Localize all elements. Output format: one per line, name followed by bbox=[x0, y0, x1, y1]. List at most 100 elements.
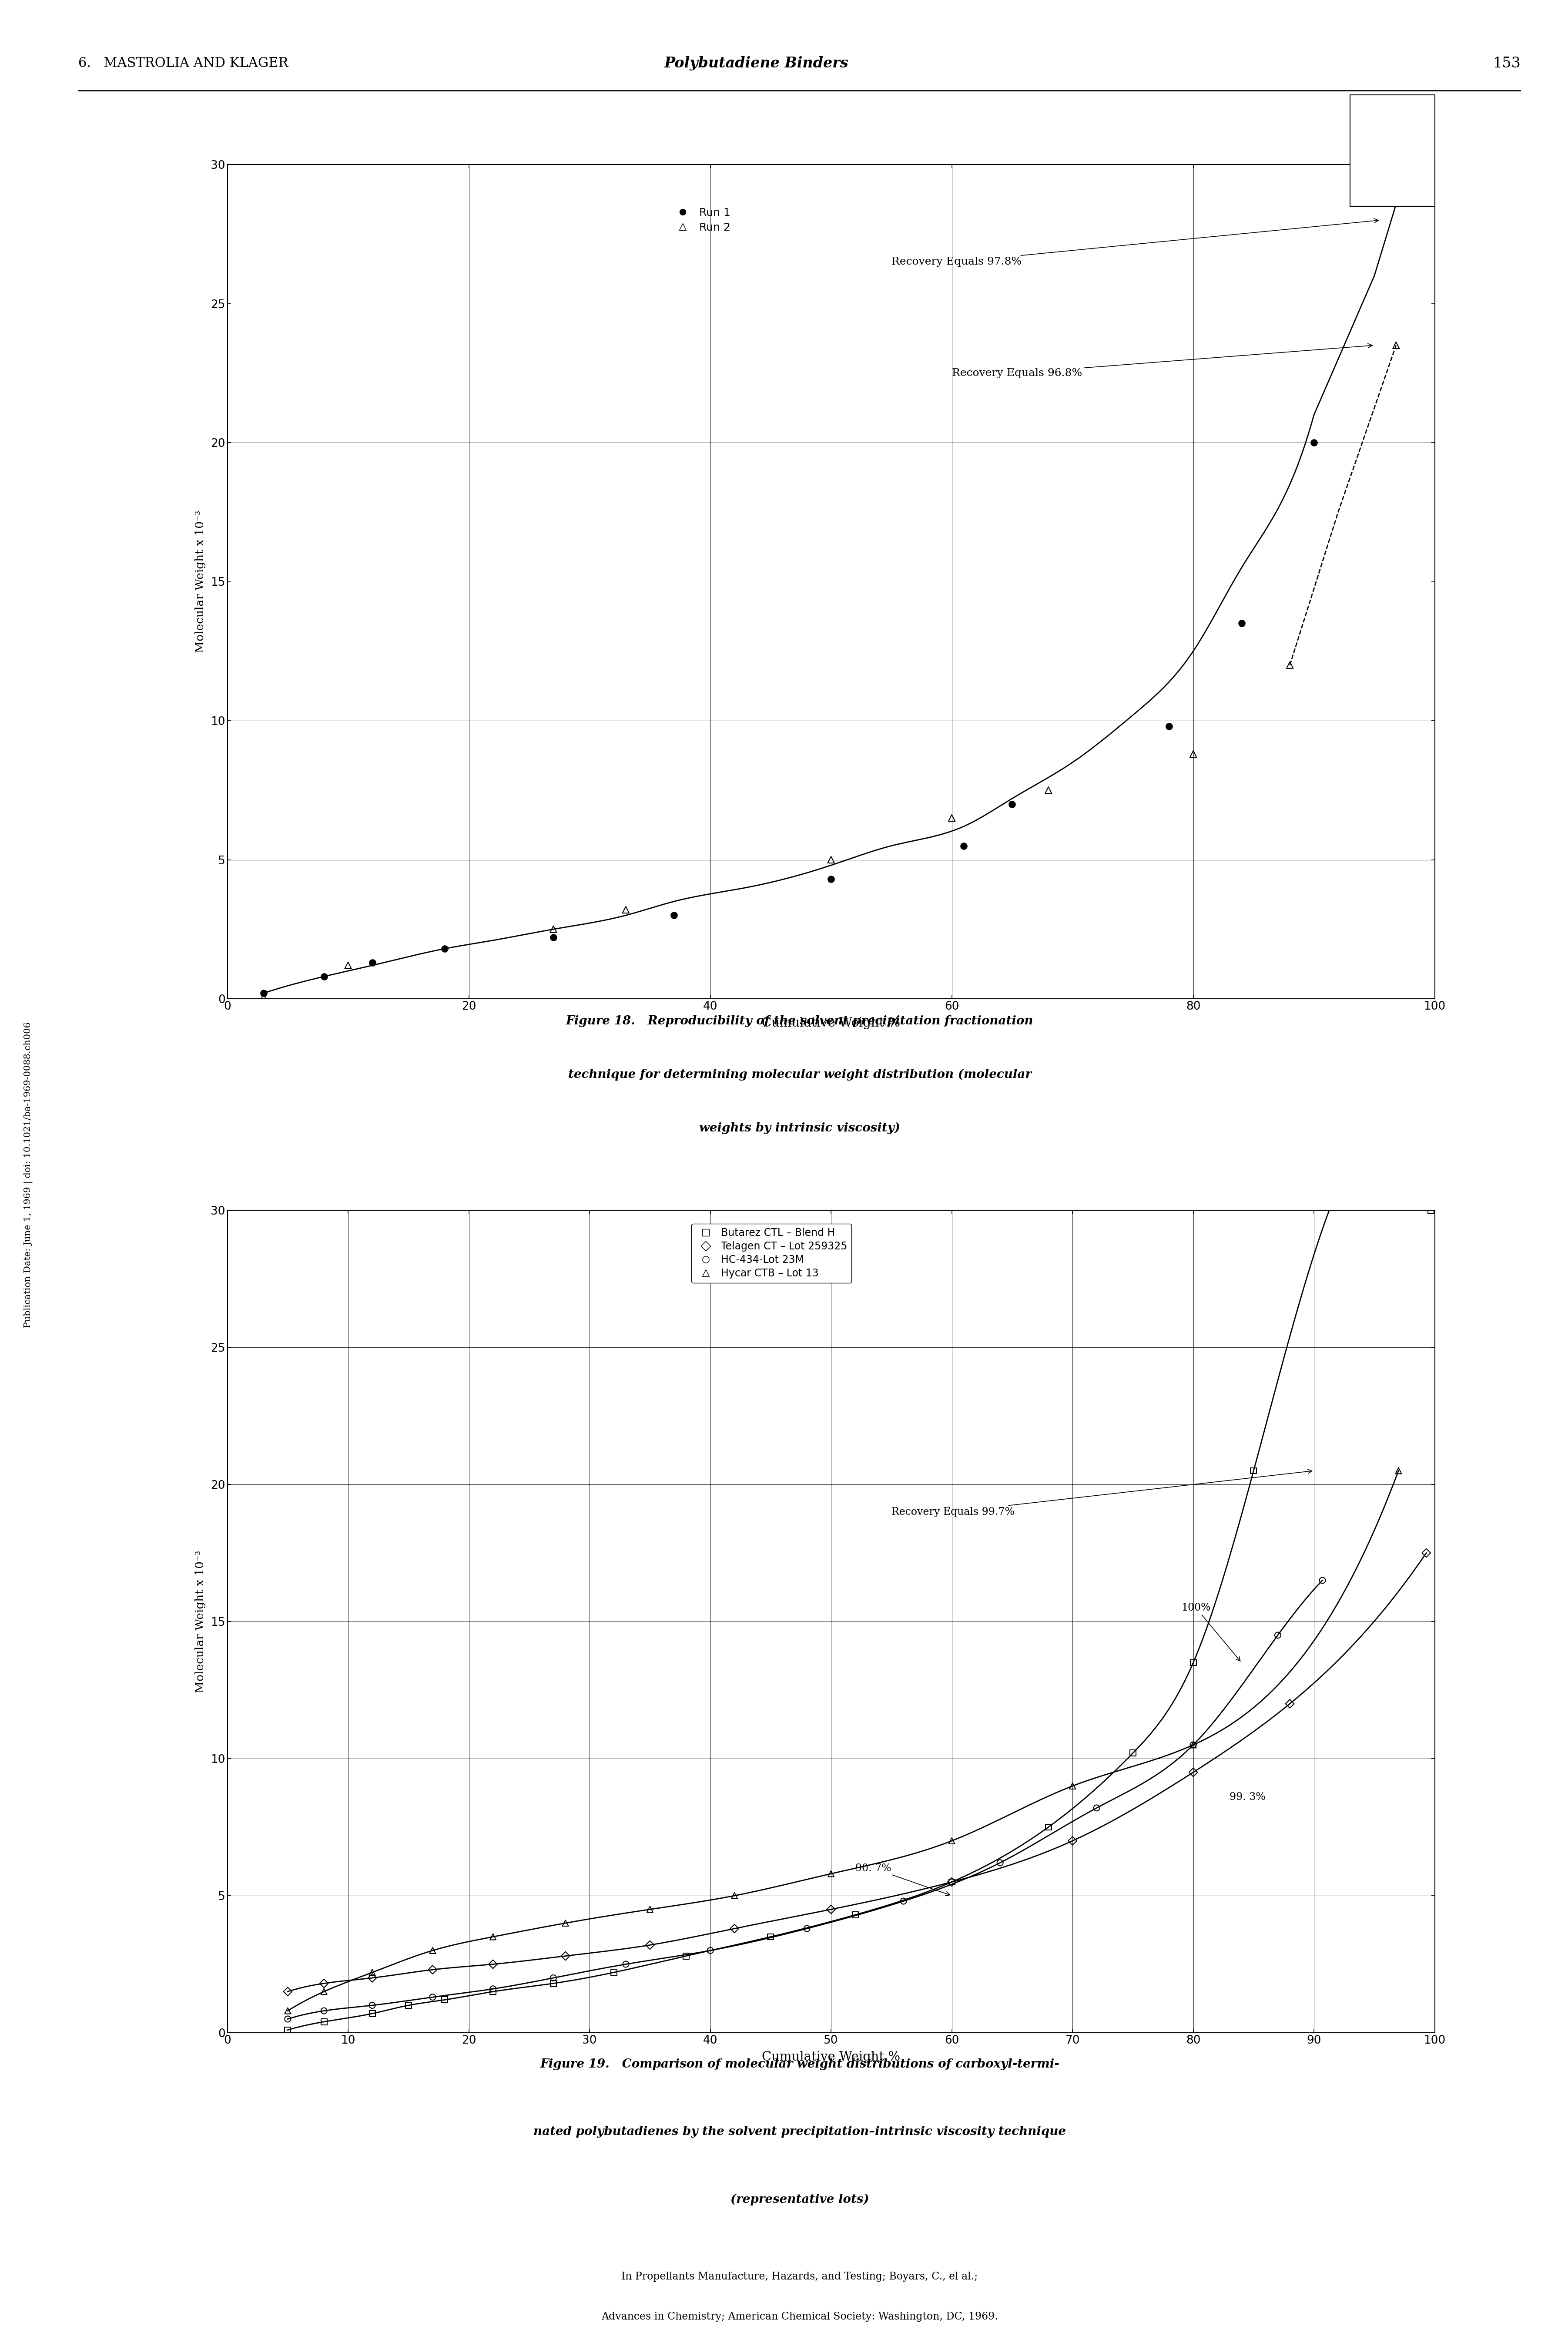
Point bbox=[359, 1995, 384, 2033]
Point bbox=[433, 931, 458, 968]
Point bbox=[1419, 1191, 1444, 1229]
Point bbox=[952, 827, 977, 865]
Point bbox=[1386, 1452, 1411, 1490]
Text: 6.   MASTROLIA AND KLAGER: 6. MASTROLIA AND KLAGER bbox=[78, 56, 289, 70]
Point bbox=[1036, 771, 1062, 808]
Point bbox=[1121, 1734, 1146, 1772]
Point bbox=[759, 1918, 784, 1955]
Point bbox=[420, 1979, 445, 2016]
Point bbox=[359, 1960, 384, 1997]
Point bbox=[480, 1969, 505, 2007]
Point bbox=[336, 947, 361, 985]
Point bbox=[818, 860, 844, 898]
Point bbox=[312, 1965, 337, 2002]
Point bbox=[818, 1889, 844, 1927]
Point bbox=[312, 2002, 337, 2040]
Point bbox=[480, 1946, 505, 1983]
Point bbox=[420, 1950, 445, 1988]
Point bbox=[541, 919, 566, 956]
Point bbox=[721, 1878, 746, 1915]
Text: technique for determining molecular weight distribution (molecular: technique for determining molecular weig… bbox=[568, 1069, 1032, 1081]
Text: 153: 153 bbox=[1493, 56, 1521, 70]
Point bbox=[359, 1986, 384, 2023]
Text: 100%: 100% bbox=[1181, 1603, 1240, 1661]
Text: Polybutadiene Binders: Polybutadiene Binders bbox=[665, 56, 848, 70]
Point bbox=[312, 1993, 337, 2030]
Point bbox=[1301, 423, 1327, 461]
Point bbox=[541, 1960, 566, 1997]
Point bbox=[1414, 1535, 1439, 1572]
Point bbox=[554, 1936, 579, 1974]
Point bbox=[480, 1918, 505, 1955]
Point bbox=[541, 1965, 566, 2002]
Point bbox=[795, 1911, 820, 1948]
Point bbox=[613, 891, 638, 928]
Point bbox=[276, 1974, 301, 2012]
Point bbox=[359, 945, 384, 982]
Point bbox=[1060, 1767, 1085, 1805]
Text: Advances in Chemistry; American Chemical Society: Washington, DC, 1969.: Advances in Chemistry; American Chemical… bbox=[601, 2312, 999, 2322]
Point bbox=[1181, 1725, 1206, 1762]
Point bbox=[939, 799, 964, 837]
Point bbox=[1181, 1645, 1206, 1683]
Point bbox=[312, 959, 337, 996]
Point bbox=[359, 1953, 384, 1990]
Y-axis label: Molecular Weight x 10⁻³: Molecular Weight x 10⁻³ bbox=[194, 510, 205, 653]
Text: Recovery Equals 96.8%: Recovery Equals 96.8% bbox=[952, 343, 1372, 378]
Point bbox=[1036, 1810, 1062, 1847]
Point bbox=[1157, 707, 1182, 745]
Point bbox=[1181, 736, 1206, 773]
Point bbox=[939, 1864, 964, 1901]
Text: Publication Date: June 1, 1969 | doi: 10.1021/ba-1969-0088.ch006: Publication Date: June 1, 1969 | doi: 10… bbox=[24, 1022, 33, 1328]
Point bbox=[541, 909, 566, 947]
X-axis label: Cumulative Weight %: Cumulative Weight % bbox=[762, 1018, 900, 1029]
Point bbox=[433, 1981, 458, 2019]
Point bbox=[1242, 1452, 1267, 1490]
Point bbox=[1309, 1563, 1334, 1600]
Text: Figure 18.   Reproducibility of the solvent precipitation fractionation: Figure 18. Reproducibility of the solven… bbox=[566, 1015, 1033, 1027]
Point bbox=[1278, 646, 1303, 684]
Y-axis label: Molecular Weight x 10⁻³: Molecular Weight x 10⁻³ bbox=[194, 1551, 205, 1692]
Point bbox=[721, 1911, 746, 1948]
Point bbox=[1181, 1753, 1206, 1791]
Point bbox=[939, 1821, 964, 1859]
Point bbox=[674, 1936, 699, 1974]
Point bbox=[698, 1932, 723, 1969]
Point bbox=[842, 1896, 867, 1934]
Text: Figure 19.   Comparison of molecular weight distributions of carboxyl-termi-: Figure 19. Comparison of molecular weigh… bbox=[539, 2059, 1060, 2070]
Point bbox=[1278, 1685, 1303, 1723]
Point bbox=[637, 1927, 663, 1965]
Point bbox=[276, 2012, 301, 2049]
Text: 90. 7%: 90. 7% bbox=[855, 1864, 950, 1896]
Text: Recovery Equals 97.8%: Recovery Equals 97.8% bbox=[892, 219, 1378, 268]
Point bbox=[1265, 1617, 1290, 1654]
Point bbox=[276, 1993, 301, 2030]
Point bbox=[601, 1953, 626, 1990]
Text: nated polybutadienes by the solvent precipitation–intrinsic viscosity technique: nated polybutadienes by the solvent prec… bbox=[533, 2127, 1066, 2138]
Point bbox=[818, 841, 844, 879]
Text: Recovery Equals 99.7%: Recovery Equals 99.7% bbox=[892, 1469, 1312, 1516]
FancyBboxPatch shape bbox=[1350, 94, 1435, 207]
Point bbox=[891, 1882, 916, 1920]
Point bbox=[251, 975, 276, 1013]
Point bbox=[420, 1932, 445, 1969]
Point bbox=[637, 1889, 663, 1927]
Point bbox=[1083, 1788, 1109, 1826]
Point bbox=[276, 2000, 301, 2037]
Point bbox=[395, 1986, 420, 2023]
Point bbox=[613, 1946, 638, 1983]
Point bbox=[554, 1904, 579, 1941]
Point bbox=[1060, 1821, 1085, 1859]
Point bbox=[1000, 785, 1025, 822]
Text: 99. 3%: 99. 3% bbox=[1229, 1791, 1265, 1802]
Point bbox=[662, 898, 687, 935]
Point bbox=[1229, 604, 1254, 642]
Legend: Butarez CTL – Blend H, Telagen CT – Lot 259325, HC-434-Lot 23M, Hycar CTB – Lot : Butarez CTL – Blend H, Telagen CT – Lot … bbox=[691, 1224, 851, 1283]
Point bbox=[939, 1864, 964, 1901]
Point bbox=[1383, 327, 1408, 364]
Legend: Run 1, Run 2: Run 1, Run 2 bbox=[668, 204, 735, 237]
Point bbox=[988, 1845, 1013, 1882]
Point bbox=[1181, 1725, 1206, 1762]
Point bbox=[312, 1974, 337, 2012]
Point bbox=[1396, 146, 1421, 183]
